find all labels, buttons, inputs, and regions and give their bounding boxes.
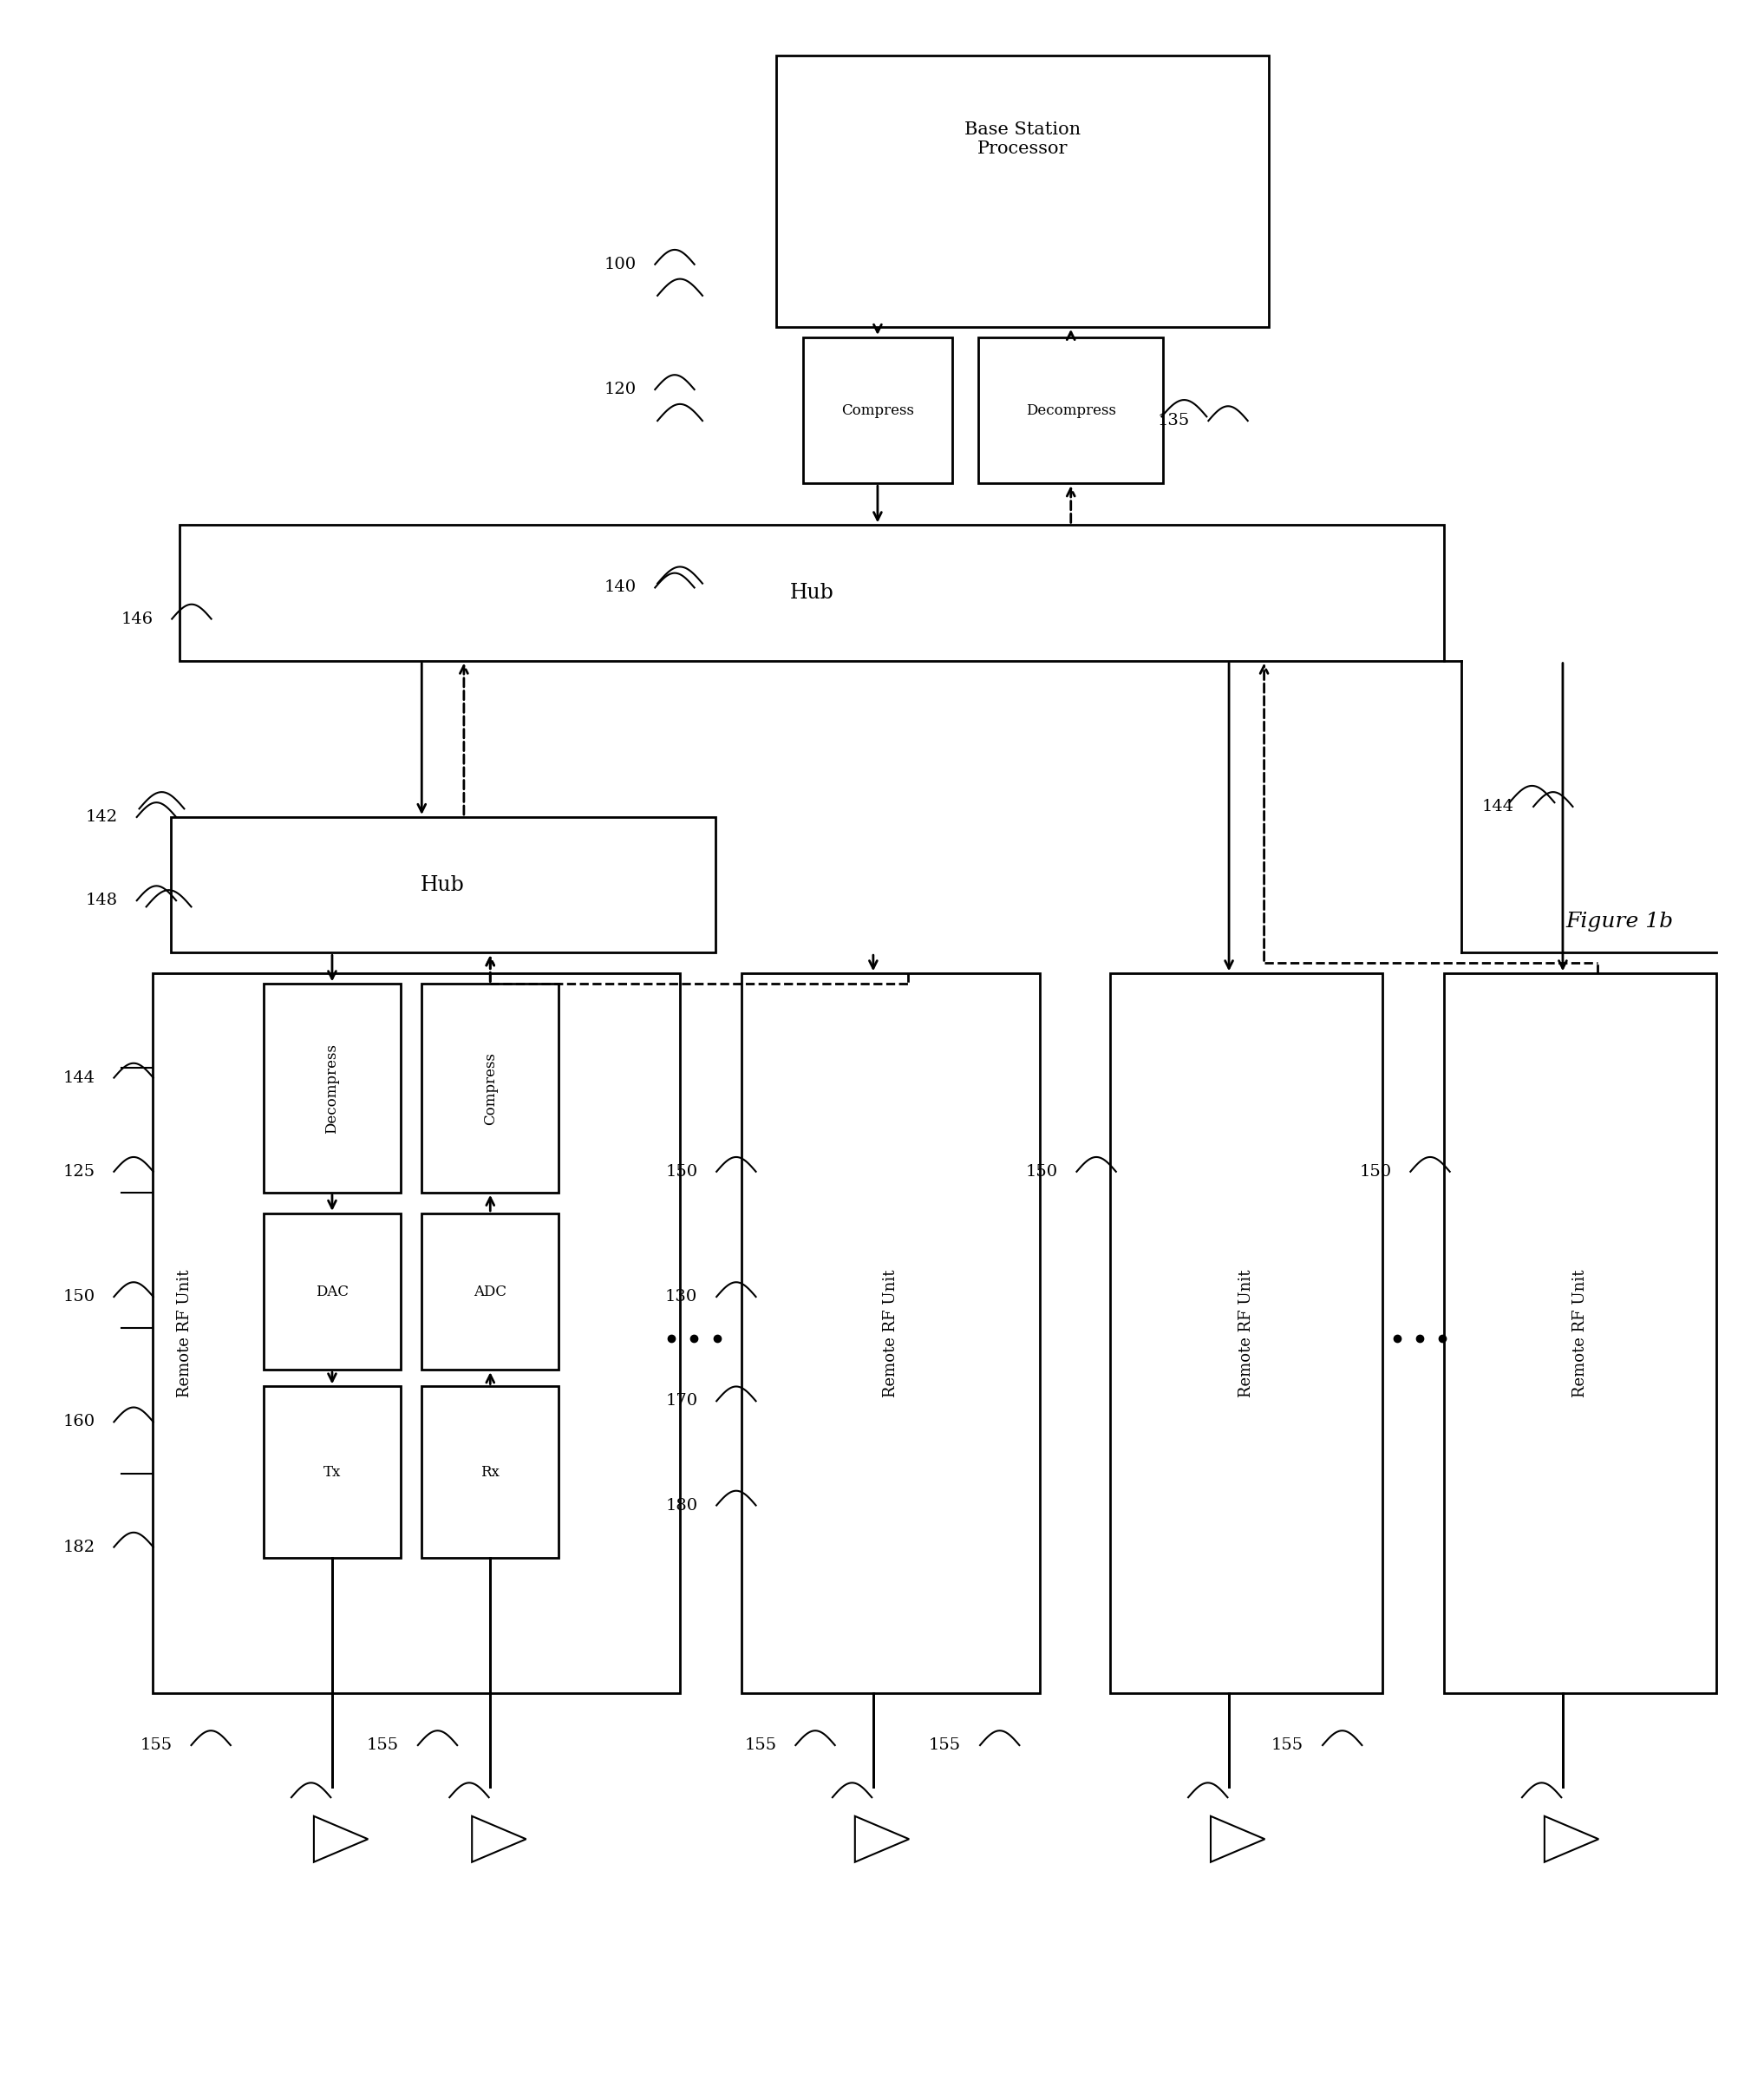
Text: 130: 130 [665, 1289, 697, 1304]
FancyBboxPatch shape [803, 337, 953, 483]
Text: 155: 155 [367, 1737, 399, 1754]
Text: Decompress: Decompress [1025, 404, 1117, 419]
Text: Compress: Compress [841, 404, 914, 419]
Text: 150: 150 [1025, 1164, 1058, 1180]
FancyBboxPatch shape [422, 1386, 559, 1557]
Text: 180: 180 [665, 1499, 697, 1513]
FancyBboxPatch shape [263, 984, 400, 1193]
FancyBboxPatch shape [263, 1386, 400, 1557]
Text: Figure 1b: Figure 1b [1566, 910, 1674, 931]
Text: Remote RF Unit: Remote RF Unit [884, 1268, 898, 1398]
Text: 160: 160 [64, 1415, 95, 1430]
Text: 155: 155 [1272, 1737, 1304, 1754]
Text: ADC: ADC [475, 1285, 506, 1300]
Text: Base Station
Processor: Base Station Processor [965, 121, 1081, 157]
Text: Decompress: Decompress [325, 1042, 339, 1132]
FancyBboxPatch shape [979, 337, 1162, 483]
Text: Rx: Rx [482, 1465, 499, 1480]
Text: 155: 155 [930, 1737, 961, 1754]
FancyBboxPatch shape [422, 984, 559, 1193]
Text: 144: 144 [1482, 800, 1515, 814]
Text: 144: 144 [64, 1070, 95, 1086]
Text: 148: 148 [86, 894, 118, 908]
FancyBboxPatch shape [1110, 973, 1383, 1693]
Text: 125: 125 [64, 1164, 95, 1180]
FancyBboxPatch shape [263, 1214, 400, 1369]
Text: 182: 182 [64, 1538, 95, 1555]
Text: 150: 150 [665, 1164, 697, 1180]
Text: Remote RF Unit: Remote RF Unit [176, 1268, 192, 1398]
Text: 155: 155 [744, 1737, 776, 1754]
FancyBboxPatch shape [180, 525, 1445, 661]
Text: 142: 142 [86, 810, 118, 825]
FancyBboxPatch shape [776, 57, 1268, 327]
Text: 155: 155 [139, 1737, 173, 1754]
Text: Compress: Compress [483, 1053, 497, 1124]
Text: Hub: Hub [422, 875, 464, 896]
Text: 150: 150 [64, 1289, 95, 1304]
Text: Tx: Tx [323, 1465, 340, 1480]
Text: Hub: Hub [790, 582, 834, 603]
Text: 120: 120 [603, 381, 637, 398]
Text: 150: 150 [1360, 1164, 1392, 1180]
FancyBboxPatch shape [422, 1214, 559, 1369]
Text: DAC: DAC [316, 1285, 349, 1300]
Text: 135: 135 [1157, 412, 1189, 429]
Text: Remote RF Unit: Remote RF Unit [1238, 1268, 1254, 1398]
Text: 140: 140 [603, 580, 637, 594]
FancyBboxPatch shape [741, 973, 1041, 1693]
Text: 146: 146 [120, 611, 153, 626]
FancyBboxPatch shape [1445, 973, 1716, 1693]
Text: 100: 100 [603, 257, 637, 272]
FancyBboxPatch shape [171, 816, 714, 952]
FancyBboxPatch shape [153, 973, 679, 1693]
Text: 170: 170 [665, 1394, 697, 1409]
Text: Remote RF Unit: Remote RF Unit [1572, 1268, 1588, 1398]
